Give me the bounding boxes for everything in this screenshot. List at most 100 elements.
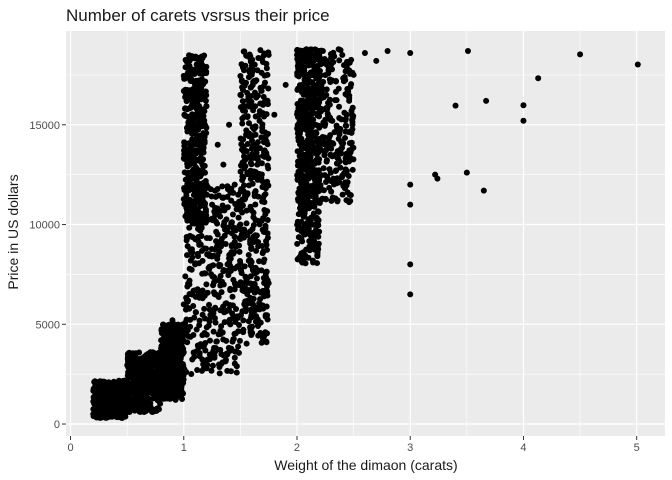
data-point <box>158 337 165 344</box>
dense-point <box>308 214 315 221</box>
dense-point <box>339 141 346 148</box>
dense-point <box>179 373 186 380</box>
dense-point <box>137 408 144 415</box>
dense-point <box>252 318 259 325</box>
dense-point <box>160 395 167 402</box>
dense-point <box>263 65 270 72</box>
dense-point <box>160 390 167 397</box>
dense-point <box>349 121 356 128</box>
dense-point <box>252 307 259 314</box>
dense-point <box>201 162 208 169</box>
dense-point <box>224 228 231 235</box>
dense-point <box>211 275 218 282</box>
dense-point <box>134 365 141 372</box>
dense-point <box>201 329 208 336</box>
dense-point <box>250 222 257 229</box>
dense-point <box>197 154 204 161</box>
dense-point <box>304 111 311 118</box>
dense-point <box>220 268 227 275</box>
dense-point <box>239 209 246 216</box>
dense-point <box>317 141 324 148</box>
dense-point <box>304 163 311 170</box>
dense-point <box>195 253 202 260</box>
dense-point <box>189 249 196 256</box>
dense-point <box>303 185 310 192</box>
dense-point <box>346 67 353 74</box>
dense-point <box>229 293 236 300</box>
data-point <box>209 201 216 208</box>
dense-point <box>335 135 342 142</box>
dense-point <box>265 182 272 189</box>
data-point <box>214 141 221 148</box>
dense-point <box>260 215 267 222</box>
dense-point <box>251 61 258 68</box>
dense-point <box>320 165 327 172</box>
dense-point <box>297 168 304 175</box>
dense-point <box>337 146 344 153</box>
dense-point <box>332 78 339 85</box>
data-point <box>214 231 221 238</box>
dense-point <box>117 379 124 386</box>
dense-point <box>174 375 181 382</box>
dense-point <box>240 317 247 324</box>
dense-point <box>255 239 262 246</box>
dense-point <box>336 125 343 132</box>
data-point <box>231 181 238 188</box>
dense-point <box>313 54 320 61</box>
data-point <box>350 71 357 78</box>
dense-point <box>302 151 309 158</box>
dense-point <box>258 134 265 141</box>
dense-point <box>314 184 321 191</box>
y-tick-label: 5000 <box>36 319 60 331</box>
dense-point <box>311 238 318 245</box>
dense-point <box>298 135 305 142</box>
dense-point <box>169 375 176 382</box>
dense-point <box>247 55 254 62</box>
x-tick-label: 2 <box>294 442 300 454</box>
data-point <box>480 187 487 194</box>
dense-point <box>240 64 247 71</box>
dense-point <box>259 152 266 159</box>
chart-title: Number of carets vsrsus their price <box>66 6 330 25</box>
dense-point <box>253 275 260 282</box>
dense-point <box>90 398 97 405</box>
y-tick-label: 10000 <box>29 220 60 232</box>
dense-point <box>189 356 196 363</box>
dense-point <box>244 300 251 307</box>
y-tick-label: 15000 <box>29 120 60 132</box>
dense-point <box>177 379 184 386</box>
dense-point <box>259 243 266 250</box>
dense-point <box>254 139 261 146</box>
dense-point <box>219 202 226 209</box>
dense-point <box>320 119 327 126</box>
dense-point <box>171 390 178 397</box>
dense-point <box>127 398 134 405</box>
dense-point <box>190 183 197 190</box>
dense-point <box>253 247 260 254</box>
dense-point <box>202 97 209 104</box>
data-point <box>169 317 176 324</box>
dense-point <box>335 46 342 53</box>
data-point <box>634 61 641 68</box>
dense-point <box>311 191 318 198</box>
data-point <box>248 71 255 78</box>
dense-point <box>236 337 243 344</box>
dense-point <box>338 116 345 123</box>
dense-point <box>346 97 353 104</box>
dense-point <box>221 207 228 214</box>
dense-point <box>194 286 201 293</box>
data-point <box>265 51 272 58</box>
dense-point <box>232 201 239 208</box>
dense-point <box>94 387 101 394</box>
dense-point <box>200 108 207 115</box>
data-point <box>260 101 267 108</box>
data-point <box>203 181 210 188</box>
dense-point <box>225 318 232 325</box>
dense-point <box>241 82 248 89</box>
dense-point <box>184 252 191 259</box>
dense-point <box>263 208 270 215</box>
dense-point <box>183 98 190 105</box>
dense-point <box>147 400 154 407</box>
dense-point <box>187 143 194 150</box>
dense-point <box>230 224 237 231</box>
